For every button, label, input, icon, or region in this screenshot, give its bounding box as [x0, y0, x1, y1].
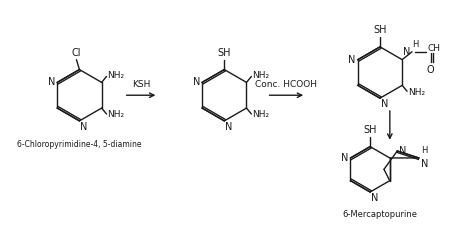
Text: H: H: [421, 146, 427, 155]
Text: SH: SH: [218, 48, 231, 58]
Text: 6-Mercaptopurine: 6-Mercaptopurine: [343, 210, 418, 219]
Text: SH: SH: [364, 125, 377, 135]
Text: N: N: [403, 47, 410, 57]
Text: N: N: [193, 77, 200, 87]
Text: Conc. HCOOH: Conc. HCOOH: [255, 80, 318, 89]
Text: N: N: [348, 55, 356, 65]
Text: N: N: [48, 77, 55, 87]
Text: N: N: [81, 122, 88, 132]
Text: N: N: [371, 193, 378, 203]
Text: NH₂: NH₂: [108, 111, 125, 119]
Text: O: O: [427, 65, 435, 75]
Text: KSH: KSH: [132, 80, 150, 89]
Text: Cl: Cl: [72, 48, 81, 58]
Text: NH₂: NH₂: [108, 71, 125, 80]
Text: N: N: [341, 153, 348, 163]
Text: SH: SH: [373, 25, 387, 35]
Text: N: N: [421, 159, 428, 169]
Text: N: N: [225, 122, 233, 132]
Text: NH₂: NH₂: [408, 88, 425, 97]
Text: NH₂: NH₂: [252, 111, 270, 119]
Text: N: N: [399, 146, 407, 156]
Text: 6-Chloropyrimidine-4, 5-diamine: 6-Chloropyrimidine-4, 5-diamine: [17, 140, 142, 149]
Text: H: H: [412, 40, 419, 49]
Text: N: N: [381, 99, 388, 109]
Text: CH: CH: [428, 44, 441, 53]
Text: NH₂: NH₂: [252, 71, 270, 80]
